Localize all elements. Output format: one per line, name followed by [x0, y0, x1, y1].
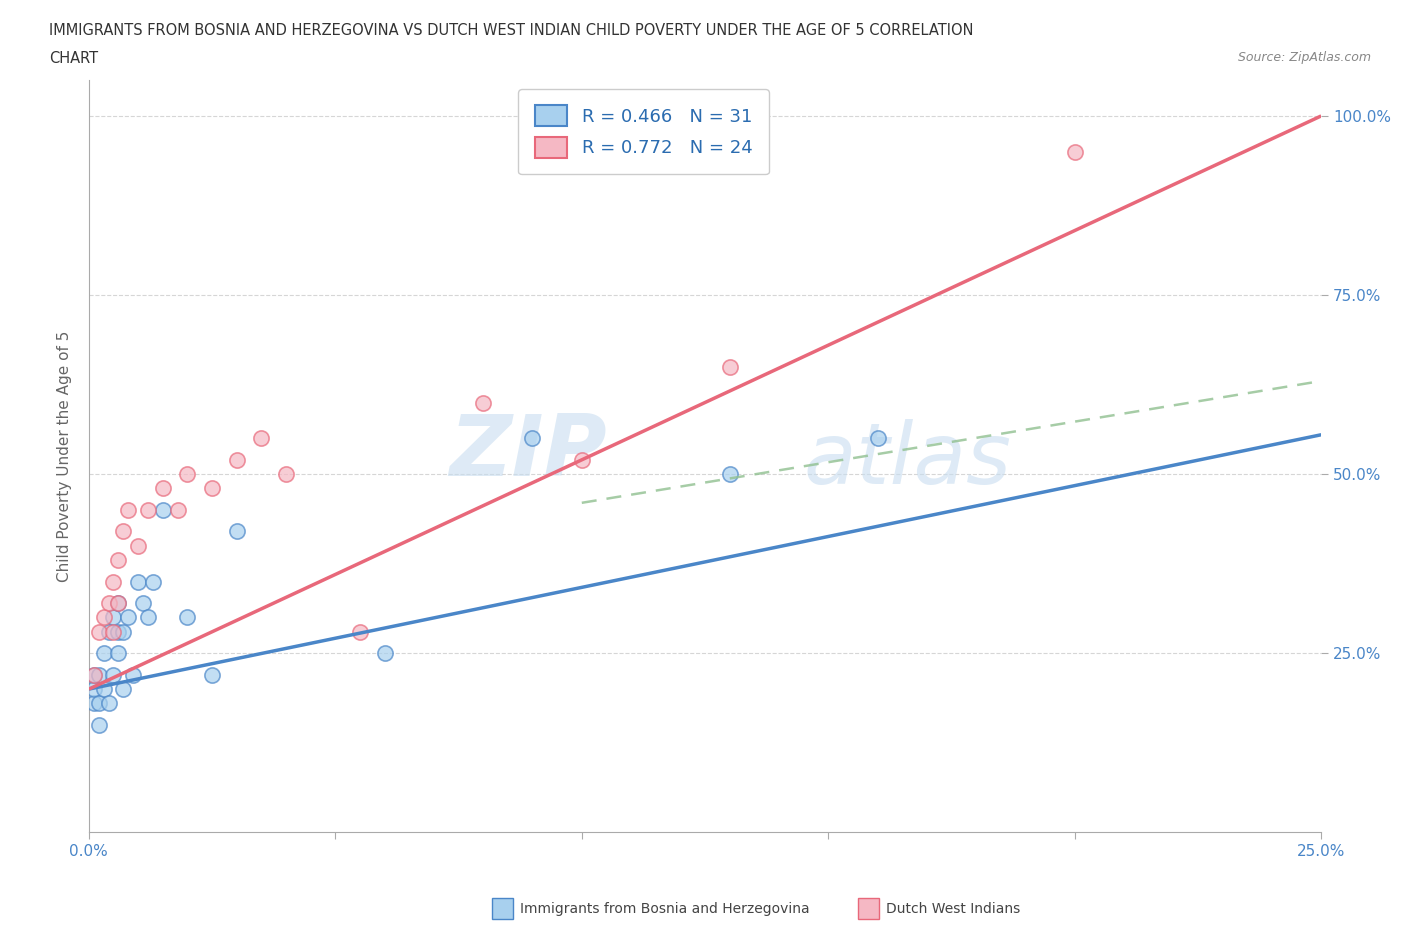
Point	[112, 682, 135, 697]
Point	[117, 502, 139, 517]
Point	[83, 668, 105, 683]
Point	[103, 610, 125, 625]
Point	[107, 596, 129, 611]
Point	[866, 431, 889, 445]
Point	[374, 645, 396, 660]
Point	[201, 668, 224, 683]
Point	[103, 668, 125, 683]
Point	[117, 610, 139, 625]
Point	[107, 552, 129, 567]
Point	[472, 395, 495, 410]
Text: Dutch West Indians: Dutch West Indians	[886, 901, 1019, 916]
Point	[112, 624, 135, 639]
Point	[718, 467, 741, 482]
Point	[201, 481, 224, 496]
Point	[87, 717, 110, 732]
Point	[103, 624, 125, 639]
Y-axis label: Child Poverty Under the Age of 5: Child Poverty Under the Age of 5	[58, 330, 72, 582]
Text: ZIP: ZIP	[449, 411, 606, 494]
Point	[718, 359, 741, 374]
Text: CHART: CHART	[49, 51, 98, 66]
Point	[522, 431, 544, 445]
Point	[83, 682, 105, 697]
Point	[136, 610, 159, 625]
Point	[571, 452, 593, 467]
Point	[1063, 144, 1085, 159]
Point	[274, 467, 297, 482]
Text: Immigrants from Bosnia and Herzegovina: Immigrants from Bosnia and Herzegovina	[520, 901, 810, 916]
Point	[83, 696, 105, 711]
Point	[93, 682, 115, 697]
Point	[132, 596, 155, 611]
Point	[93, 610, 115, 625]
Point	[97, 596, 120, 611]
Point	[166, 502, 188, 517]
Point	[83, 668, 105, 683]
Point	[87, 668, 110, 683]
Point	[152, 502, 174, 517]
Point	[225, 452, 247, 467]
Point	[225, 524, 247, 538]
Point	[87, 624, 110, 639]
Point	[349, 624, 371, 639]
Point	[127, 538, 149, 553]
Point	[93, 645, 115, 660]
Point	[152, 481, 174, 496]
Point	[97, 696, 120, 711]
Point	[250, 431, 273, 445]
Point	[112, 524, 135, 538]
Point	[136, 502, 159, 517]
Point	[107, 645, 129, 660]
Point	[107, 596, 129, 611]
Point	[87, 696, 110, 711]
Point	[176, 610, 198, 625]
Text: Source: ZipAtlas.com: Source: ZipAtlas.com	[1237, 51, 1371, 64]
Point	[127, 574, 149, 589]
Point	[176, 467, 198, 482]
Point	[107, 624, 129, 639]
Point	[97, 624, 120, 639]
Point	[122, 668, 145, 683]
Legend: R = 0.466   N = 31, R = 0.772   N = 24: R = 0.466 N = 31, R = 0.772 N = 24	[519, 89, 769, 174]
Point	[103, 574, 125, 589]
Text: atlas: atlas	[804, 418, 1011, 501]
Text: IMMIGRANTS FROM BOSNIA AND HERZEGOVINA VS DUTCH WEST INDIAN CHILD POVERTY UNDER : IMMIGRANTS FROM BOSNIA AND HERZEGOVINA V…	[49, 23, 974, 38]
Point	[142, 574, 165, 589]
